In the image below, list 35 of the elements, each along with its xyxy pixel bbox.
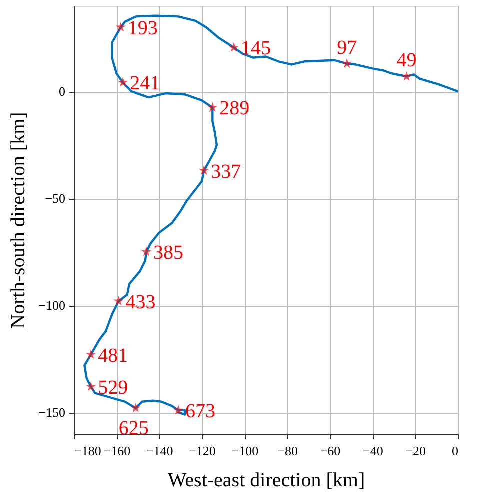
annotation: 49 bbox=[396, 50, 417, 72]
x-tick-label: −40 bbox=[362, 444, 384, 458]
annotation: 337 bbox=[211, 160, 242, 183]
x-tick-label: −140 bbox=[146, 444, 174, 458]
y-tick-label: −50 bbox=[45, 191, 66, 206]
annotation: 241 bbox=[130, 72, 160, 95]
annotation: 385 bbox=[154, 242, 184, 264]
point bbox=[87, 382, 95, 390]
annotation: 145 bbox=[241, 38, 271, 60]
y-tick-label: 0 bbox=[59, 84, 66, 100]
point bbox=[230, 44, 238, 52]
x-tick-label: −180 bbox=[74, 444, 102, 458]
line-series bbox=[84, 14, 458, 416]
x-tick-label: −160 bbox=[104, 444, 131, 458]
point bbox=[117, 23, 125, 31]
x-tick-label: 0 bbox=[452, 444, 458, 458]
y-tick-label: −150 bbox=[38, 405, 66, 420]
annotation: 97 bbox=[337, 36, 358, 59]
point bbox=[87, 350, 95, 358]
y-axis-title: North-south direction [km] bbox=[8, 112, 30, 329]
annotation: 433 bbox=[126, 291, 156, 314]
annotation: 193 bbox=[128, 17, 158, 40]
point bbox=[343, 60, 351, 68]
x-tick-label: −120 bbox=[189, 444, 216, 458]
annotation: 289 bbox=[220, 98, 250, 120]
annotation: 481 bbox=[98, 344, 128, 367]
annotation: 673 bbox=[186, 400, 216, 422]
x-tick-label: −100 bbox=[232, 444, 259, 458]
x-tick-label: −80 bbox=[278, 444, 298, 458]
x-tick-label: −20 bbox=[406, 444, 426, 458]
annotation: 529 bbox=[98, 376, 128, 399]
y-tick-label: −100 bbox=[38, 298, 66, 314]
x-tick-label: −60 bbox=[320, 444, 341, 458]
annotation: 625 bbox=[118, 417, 149, 440]
x-axis-title: West-east direction [km] bbox=[168, 470, 366, 492]
